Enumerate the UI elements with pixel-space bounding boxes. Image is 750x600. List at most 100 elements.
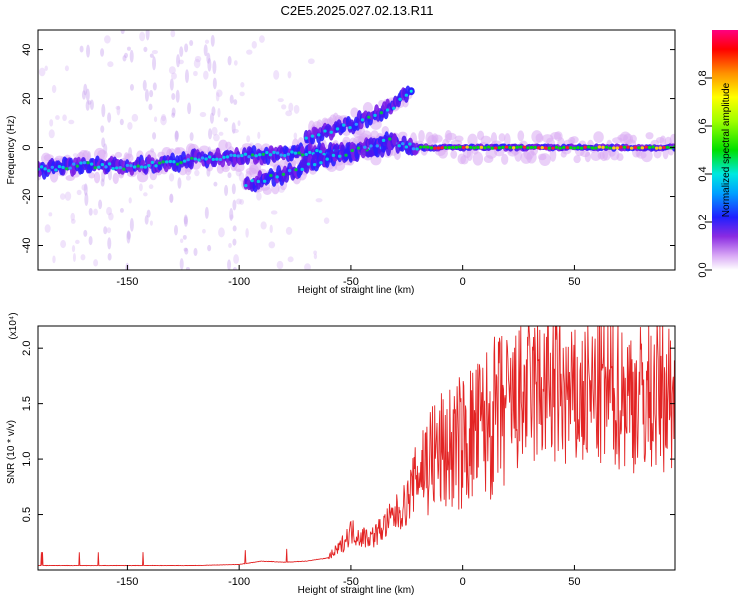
ridge-core: [304, 136, 308, 140]
ridge-core: [122, 167, 126, 171]
noise-speckle: [218, 131, 224, 136]
noise-speckle: [232, 199, 237, 211]
ridge-core: [193, 157, 198, 161]
noise-speckle: [64, 65, 69, 72]
noise-speckle: [129, 218, 134, 232]
noise-speckle: [59, 193, 66, 200]
noise-speckle: [184, 69, 189, 84]
noise-speckle: [122, 55, 127, 62]
noise-speckle: [227, 55, 232, 66]
ridge-core: [315, 148, 319, 153]
figure-title: C2E5.2025.027.02.13.R11: [281, 3, 434, 18]
x-tick-label: -150: [116, 576, 138, 588]
noise-speckle: [246, 135, 251, 143]
ridge-core: [373, 113, 377, 117]
noise-speckle: [171, 72, 177, 80]
ridge-halo: [454, 135, 464, 142]
noise-speckle: [123, 52, 128, 58]
colorbar-tick-label: 0.6: [697, 118, 709, 133]
ridge-core: [522, 145, 527, 149]
noise-speckle: [100, 48, 105, 57]
ridge-core: [594, 146, 598, 150]
ridge-halo: [501, 153, 509, 165]
noise-speckle: [168, 66, 176, 75]
ridge-halo: [514, 148, 522, 162]
y-tick-label: 1.5: [21, 396, 33, 411]
noise-speckle: [70, 218, 76, 224]
noise-speckle: [287, 71, 292, 79]
noise-speckle: [239, 199, 245, 205]
ridge-core: [168, 159, 173, 164]
ridge-core: [129, 164, 133, 168]
noise-speckle: [146, 209, 151, 218]
ridge-core: [451, 145, 455, 150]
noise-speckle: [185, 266, 190, 270]
noise-speckle: [160, 115, 167, 126]
ridge-core: [179, 161, 183, 165]
ridge-core: [104, 165, 108, 169]
ridge-core: [583, 145, 587, 149]
ridge-halo: [114, 151, 123, 158]
ridge-core: [186, 158, 190, 162]
ridge-halo: [517, 130, 525, 142]
noise-speckle: [144, 215, 149, 225]
ridge-core: [558, 146, 562, 150]
noise-speckle: [179, 258, 184, 270]
ridge-halo: [535, 133, 544, 143]
ridge-core: [300, 153, 305, 157]
noise-speckle: [145, 30, 150, 41]
ridge-core: [508, 145, 512, 150]
noise-speckle: [193, 247, 198, 257]
noise-speckle: [119, 118, 124, 126]
ridge-core: [243, 152, 248, 156]
noise-speckle: [227, 259, 232, 270]
ridge-core: [261, 152, 265, 156]
ridge-core: [433, 146, 437, 150]
ridge-core: [304, 152, 308, 157]
ridge-core: [398, 97, 402, 101]
noise-speckle: [285, 110, 293, 117]
ridge-core: [225, 155, 230, 159]
ridge-core: [297, 151, 301, 155]
noise-speckle: [143, 46, 148, 53]
noise-speckle: [189, 40, 194, 46]
noise-speckle: [307, 58, 315, 65]
ridge-core: [440, 146, 444, 150]
noise-speckle: [235, 198, 242, 205]
ridge-core: [511, 146, 516, 150]
noise-speckle: [240, 82, 245, 88]
noise-speckle: [209, 112, 214, 124]
ridge-halo: [616, 153, 624, 162]
ridge-core: [50, 165, 55, 169]
ridge-core: [114, 166, 119, 170]
noise-speckle: [183, 247, 188, 252]
spectrogram-plot-frame: [37, 29, 676, 271]
noise-speckle: [64, 191, 72, 201]
ridge-core: [572, 146, 577, 150]
ridge-core: [375, 144, 379, 148]
y-tick-label: 40: [21, 43, 33, 55]
noise-speckle: [293, 132, 298, 140]
ridge-core: [240, 153, 244, 158]
noise-speckle: [126, 230, 131, 244]
ridge-core: [561, 145, 566, 150]
noise-speckle: [223, 117, 228, 122]
ridge-core: [418, 145, 423, 149]
ridge-core: [286, 152, 291, 156]
ridge-core: [654, 146, 659, 150]
ridge-halo: [472, 151, 484, 166]
ridge-core: [504, 145, 509, 149]
y-tick-label: 0: [21, 144, 33, 150]
noise-speckle: [199, 111, 207, 118]
ridge-core: [72, 162, 76, 166]
y-tick-label: 0.5: [21, 507, 33, 522]
ridge-core: [256, 179, 261, 184]
ridge-core: [64, 167, 69, 171]
noise-speckle: [128, 197, 132, 204]
noise-speckle: [227, 172, 232, 179]
ridge-core: [401, 142, 405, 146]
ridge-core: [388, 137, 392, 141]
noise-speckle: [203, 44, 208, 57]
noise-speckle: [51, 84, 57, 94]
ridge-core: [39, 165, 44, 169]
